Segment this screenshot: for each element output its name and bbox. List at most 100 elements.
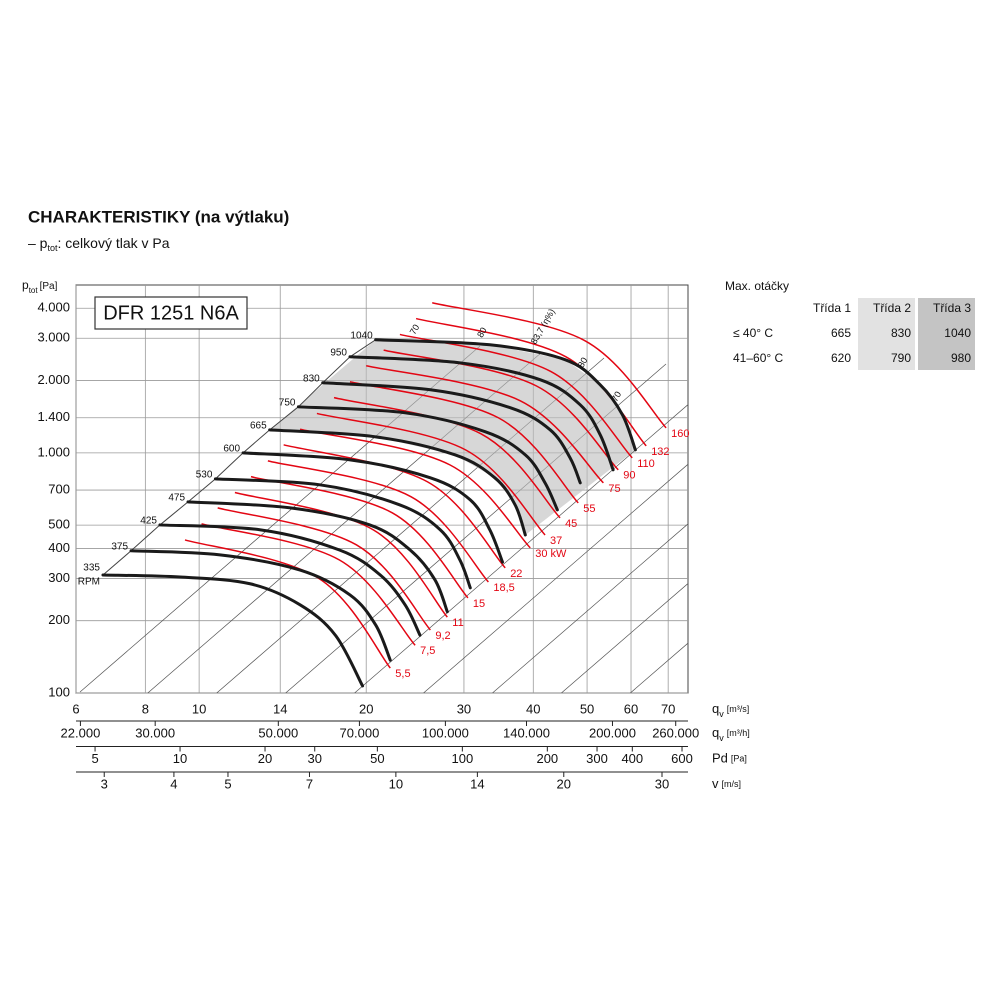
subtitle-sub: tot: [47, 243, 58, 253]
rpm-label: 530: [196, 470, 213, 481]
efficiency-label: 80: [576, 356, 590, 370]
subtitle-suffix: : celkový tlak v Pa: [57, 235, 169, 251]
rpm-label: 1040: [350, 330, 373, 341]
fan-curve: [158, 523, 422, 637]
power-curve: [217, 507, 431, 631]
speed-table: Max. otáčky Třída 1 Třída 2 Třída 3 ≤ 40° C 6…: [725, 279, 975, 370]
fan-curve: [101, 573, 365, 688]
axis-symbol: Pd: [712, 751, 728, 766]
efficiency-label: 70: [610, 390, 624, 404]
x2-tick-label: 10: [389, 776, 403, 791]
x2-tick-label: 400: [621, 751, 643, 766]
power-label: 160: [671, 428, 689, 440]
x2-tick-label: 100: [451, 751, 473, 766]
rpm-label: 600: [223, 443, 240, 454]
axis-label: v [m/s]: [712, 776, 741, 791]
y-tick-label: 300: [48, 570, 70, 585]
x2-tick-label: 100.000: [422, 725, 469, 740]
power-label: 9,2: [435, 630, 450, 642]
system-line: [560, 583, 688, 693]
x-tick-label: 14: [273, 701, 287, 716]
fan-curve: [241, 451, 504, 564]
axis-symbol: q: [712, 701, 719, 716]
x-tick-label: 70: [661, 701, 675, 716]
x2-tick-label: 200: [536, 751, 558, 766]
power-curve: [267, 460, 489, 583]
power-label: 7,5: [420, 645, 435, 657]
x2-tick-label: 260.000: [652, 725, 699, 740]
table-cell: 830: [891, 326, 911, 340]
fan-curve: [268, 428, 527, 537]
axis-unit: [m³/h]: [727, 728, 750, 738]
model-name: DFR 1251 N6A: [103, 302, 239, 324]
rpm-label: 375: [111, 541, 128, 552]
power-label: 15: [473, 598, 485, 610]
x-tick-label: 30: [457, 701, 471, 716]
axis-sub: v: [719, 709, 724, 719]
x-tick-label: 50: [580, 701, 594, 716]
power-curve: [366, 365, 604, 484]
x2-tick-label: 30: [655, 776, 669, 791]
power-curve: [299, 428, 531, 549]
x2-tick-label: 20: [258, 751, 272, 766]
row-label: ≤ 40° C: [733, 326, 773, 340]
axis-unit: [m/s]: [722, 779, 742, 789]
power-label: 75: [608, 483, 620, 495]
x2-tick-label: 14: [470, 776, 484, 791]
power-label: 132: [651, 446, 669, 458]
x2-tick-label: 70.000: [340, 725, 380, 740]
system-line: [629, 642, 688, 693]
x-tick-label: 6: [72, 701, 79, 716]
power-curve: [234, 491, 448, 618]
rpm-unit: RPM: [78, 577, 100, 588]
x2-tick-label: 3: [101, 776, 108, 791]
x2-tick-label: 140.000: [503, 725, 550, 740]
row-label: 41–60° C: [733, 351, 784, 365]
power-label: 110: [637, 458, 655, 470]
x-tick-label: 40: [526, 701, 540, 716]
power-label: 90: [623, 470, 635, 482]
rpm-label: 335: [83, 563, 100, 574]
table-cell: 790: [891, 351, 911, 365]
system-line: [422, 463, 688, 693]
fan-curve: [374, 338, 637, 452]
x2-tick-label: 20: [557, 776, 571, 791]
y-label-sub: tot: [29, 286, 39, 295]
table-cell: 980: [951, 351, 971, 365]
rpm-label: 830: [303, 373, 320, 384]
table-column: [803, 298, 855, 370]
table-cell: 1040: [944, 326, 971, 340]
axis-label: qv [m³/h]: [712, 725, 750, 743]
axis-label: Pd [Pa]: [712, 751, 747, 766]
power-label: 18,5: [493, 582, 514, 594]
power-curve: [415, 317, 647, 447]
axis-sub: v: [719, 733, 724, 743]
power-label: 55: [583, 503, 595, 515]
fan-curve: [186, 500, 449, 614]
fan-curve: [321, 381, 582, 485]
y-axis-label: ptot [Pa]: [22, 278, 58, 294]
system-line: [354, 404, 688, 693]
power-curve: [432, 302, 667, 429]
y-tick-label: 3.000: [37, 330, 70, 345]
fan-curve: [213, 477, 472, 590]
fan-curve: [296, 405, 559, 512]
axis-unit: [Pa]: [731, 754, 747, 764]
axis-label: qv [m³/s]: [712, 701, 749, 719]
table-column: [918, 298, 975, 370]
y-tick-label: 100: [48, 684, 70, 699]
x2-tick-label: 30.000: [135, 725, 175, 740]
power-label: 11: [452, 617, 463, 629]
x2-tick-label: 50.000: [258, 725, 298, 740]
subtitle-prefix: – p: [28, 235, 48, 251]
power-curve: [283, 444, 506, 569]
x2-tick-label: 5: [91, 751, 98, 766]
x-tick-label: 10: [192, 701, 206, 716]
power-label: 30 kW: [535, 548, 567, 560]
y-tick-label: 500: [48, 517, 70, 532]
x2-tick-label: 5: [224, 776, 231, 791]
x2-tick-label: 7: [306, 776, 313, 791]
rpm-label: 425: [140, 516, 157, 527]
table-header: Třída 3: [933, 301, 971, 315]
power-label: 37: [550, 535, 562, 547]
